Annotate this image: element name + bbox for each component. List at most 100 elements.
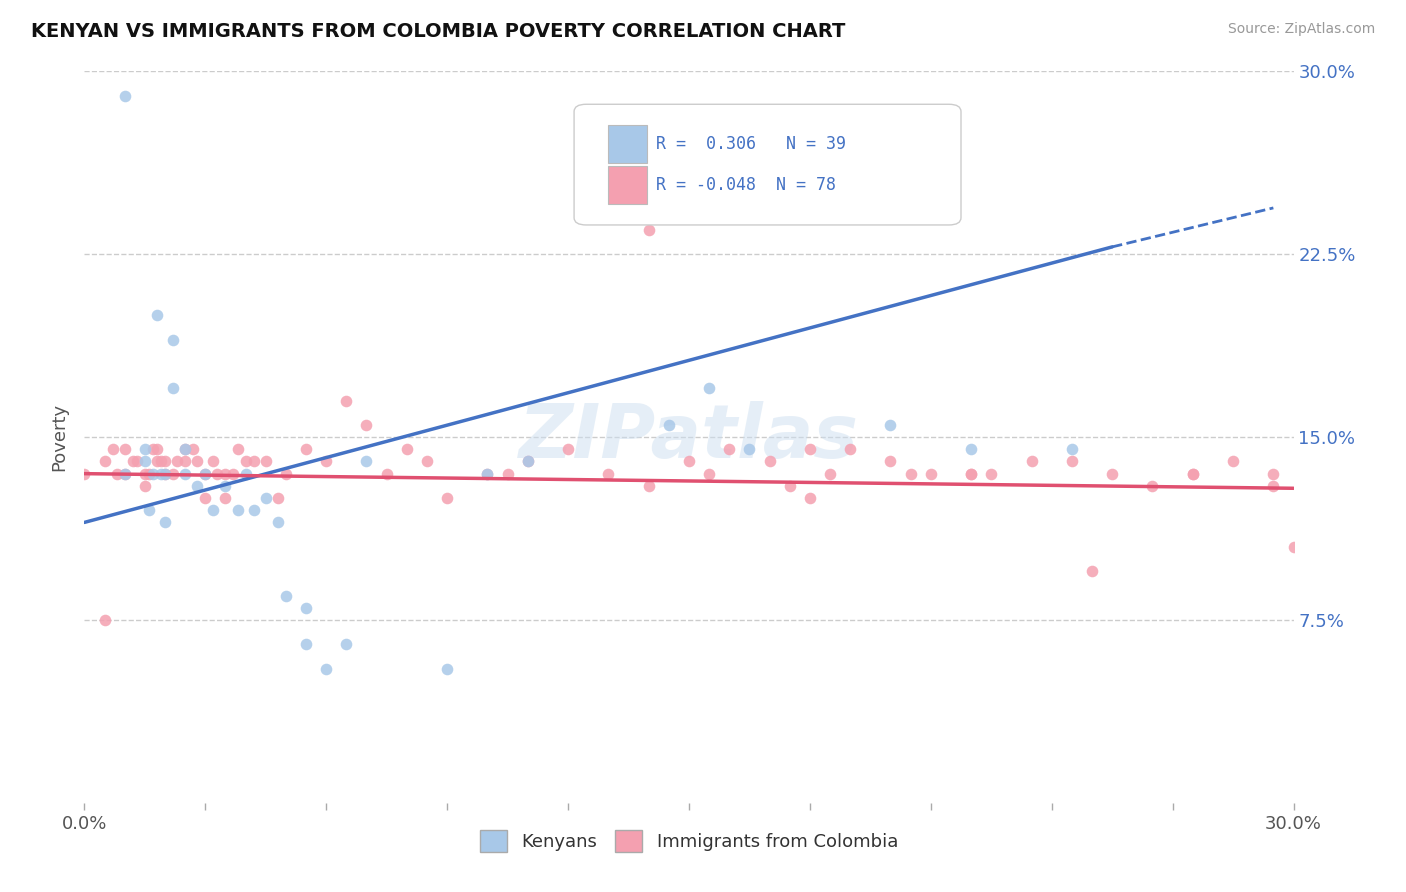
Point <box>242 503 264 517</box>
Point <box>235 467 257 481</box>
Point <box>900 467 922 481</box>
Point <box>226 442 249 457</box>
Point <box>416 454 439 468</box>
Point <box>194 491 217 505</box>
Point <box>274 467 297 481</box>
Point <box>114 88 136 103</box>
Point <box>162 381 184 395</box>
Bar <box>607 167 647 204</box>
Point <box>254 454 277 468</box>
Point <box>142 442 165 457</box>
Point <box>153 467 176 481</box>
Point <box>557 442 579 457</box>
Point <box>658 417 681 432</box>
Point <box>267 491 290 505</box>
Point <box>1060 442 1083 457</box>
Point <box>226 503 249 517</box>
Point <box>818 467 841 481</box>
Text: ZIPatlas: ZIPatlas <box>519 401 859 474</box>
Point <box>436 662 458 676</box>
Point <box>166 454 188 468</box>
Point <box>134 454 156 468</box>
Point <box>779 479 801 493</box>
Point <box>1081 564 1104 578</box>
Point <box>598 137 620 152</box>
Point <box>202 454 225 468</box>
Point <box>436 491 458 505</box>
Point <box>114 467 136 481</box>
Point <box>134 442 156 457</box>
Text: R = -0.048  N = 78: R = -0.048 N = 78 <box>657 177 837 194</box>
Point <box>174 454 197 468</box>
Point <box>980 467 1002 481</box>
Point <box>1181 467 1204 481</box>
Point <box>295 637 318 651</box>
Point <box>678 454 700 468</box>
Point <box>101 442 124 457</box>
Point <box>134 479 156 493</box>
Point <box>202 503 225 517</box>
Point <box>960 467 983 481</box>
Point <box>839 442 862 457</box>
Point <box>174 442 197 457</box>
Point <box>879 417 901 432</box>
Point <box>375 467 398 481</box>
Point <box>267 516 290 530</box>
Point <box>174 442 197 457</box>
Point <box>335 637 357 651</box>
Point <box>637 223 659 237</box>
Point <box>598 467 620 481</box>
Point <box>186 479 208 493</box>
Point <box>114 442 136 457</box>
Point <box>186 454 208 468</box>
Point <box>153 454 176 468</box>
Point <box>194 467 217 481</box>
Point <box>395 442 418 457</box>
Point <box>134 467 156 481</box>
Point <box>496 467 519 481</box>
Text: KENYAN VS IMMIGRANTS FROM COLOMBIA POVERTY CORRELATION CHART: KENYAN VS IMMIGRANTS FROM COLOMBIA POVER… <box>31 22 845 41</box>
Y-axis label: Poverty: Poverty <box>51 403 69 471</box>
Point <box>1263 479 1285 493</box>
Point <box>1263 467 1285 481</box>
Point <box>125 454 148 468</box>
Point <box>121 454 143 468</box>
Point <box>315 662 337 676</box>
Point <box>335 393 357 408</box>
Point <box>274 589 297 603</box>
Point <box>242 454 264 468</box>
Point <box>799 491 821 505</box>
Text: R =  0.306   N = 39: R = 0.306 N = 39 <box>657 135 846 153</box>
Point <box>1282 540 1305 554</box>
Point <box>1222 454 1244 468</box>
Point <box>235 454 257 468</box>
Point <box>214 491 236 505</box>
Point <box>254 491 277 505</box>
Point <box>879 454 901 468</box>
Point <box>920 467 942 481</box>
Point <box>1060 454 1083 468</box>
Point <box>153 516 176 530</box>
Point <box>162 467 184 481</box>
Point <box>1101 467 1123 481</box>
Point <box>93 454 115 468</box>
Point <box>718 442 741 457</box>
Point <box>181 442 204 457</box>
Point <box>960 442 983 457</box>
Point <box>1142 479 1164 493</box>
Point <box>295 600 318 615</box>
Point <box>73 467 96 481</box>
Point <box>194 467 217 481</box>
Point <box>138 467 160 481</box>
Point <box>93 613 115 627</box>
Point <box>738 442 761 457</box>
Text: Source: ZipAtlas.com: Source: ZipAtlas.com <box>1227 22 1375 37</box>
Point <box>697 381 720 395</box>
Point <box>142 467 165 481</box>
Point <box>174 467 197 481</box>
Point <box>516 454 538 468</box>
Point <box>356 417 378 432</box>
Point <box>105 467 128 481</box>
Point <box>146 442 169 457</box>
Point <box>1021 454 1043 468</box>
